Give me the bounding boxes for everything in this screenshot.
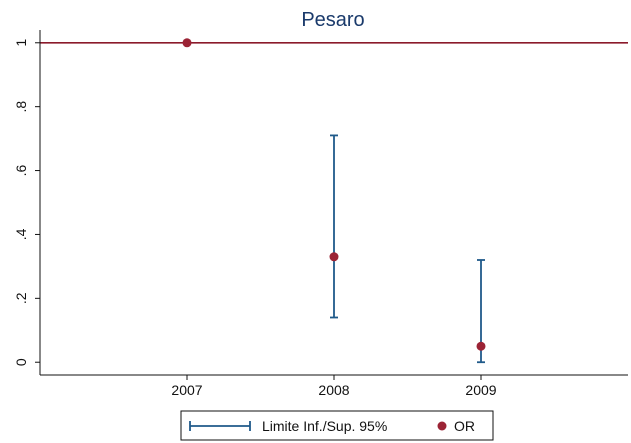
error-bar (330, 134, 338, 319)
y-tick-label: .6 (13, 165, 29, 177)
or-point (476, 341, 486, 351)
series-layer (182, 38, 486, 364)
y-tick-label: .2 (13, 292, 29, 304)
or-point (182, 38, 192, 48)
legend-errorbar-symbol (189, 421, 251, 431)
x-tick-label: 2008 (318, 382, 349, 398)
x-tick-label: 2007 (171, 382, 202, 398)
or-point (329, 252, 339, 262)
axes: 0 .2 .4 .6 .8 1 2007 2008 2009 (13, 30, 628, 398)
legend: Limite Inf./Sup. 95% OR (180, 410, 494, 441)
y-tick-label: 0 (13, 358, 29, 366)
chart-title: Pesaro (301, 9, 364, 31)
y-tick-label: 1 (13, 39, 29, 47)
x-tick-label: 2009 (465, 382, 496, 398)
legend-or-symbol (437, 421, 447, 431)
y-tick-label: .4 (13, 228, 29, 240)
legend-label-ci: Limite Inf./Sup. 95% (262, 418, 387, 434)
legend-label-or: OR (454, 418, 475, 434)
y-tick-label: .8 (13, 101, 29, 113)
